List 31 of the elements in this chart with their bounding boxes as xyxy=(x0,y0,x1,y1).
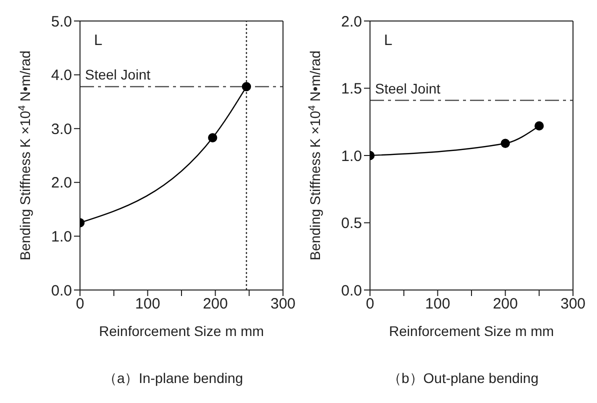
y-tick-label: 1.0 xyxy=(341,148,362,165)
point xyxy=(242,82,252,92)
x-tick-label: 100 xyxy=(425,296,450,313)
x-tick-label: 100 xyxy=(135,296,160,313)
x-tick-label: 200 xyxy=(492,296,518,313)
x-tick-label: 200 xyxy=(202,296,228,313)
y-tick-label: 1.0 xyxy=(51,228,72,246)
text: （a）In-plane bending xyxy=(102,370,244,388)
y-tick-label: 5.0 xyxy=(51,13,72,30)
x-axis-title: Reinforcement Size m mm xyxy=(99,323,264,339)
point xyxy=(500,138,510,148)
x-tick-label: 300 xyxy=(560,296,586,313)
ref-line-label: Steel Joint xyxy=(375,80,440,96)
y-tick-label: 0.0 xyxy=(51,282,72,300)
y-tick-label: 0.5 xyxy=(341,215,362,232)
x-tick-label: 0 xyxy=(366,296,374,313)
annotation: L xyxy=(94,32,102,49)
y-tick-label: 4.0 xyxy=(51,67,72,84)
point xyxy=(208,133,218,142)
y-tick-label: 2.0 xyxy=(51,174,72,192)
point xyxy=(534,121,544,131)
x-tick-label: 0 xyxy=(76,296,84,313)
x-axis-title: Reinforcement Size m mm xyxy=(389,323,554,339)
y-tick-label: 3.0 xyxy=(51,120,72,138)
annotation: L xyxy=(384,32,392,49)
text: （b）Out-plane bending xyxy=(386,370,540,388)
ref-line-label: Steel Joint xyxy=(85,66,150,83)
y-tick-label: 2.0 xyxy=(341,13,362,30)
x-tick-label: 300 xyxy=(270,296,296,313)
y-tick-label: 1.5 xyxy=(341,80,362,98)
y-tick-label: 0.0 xyxy=(341,282,362,300)
